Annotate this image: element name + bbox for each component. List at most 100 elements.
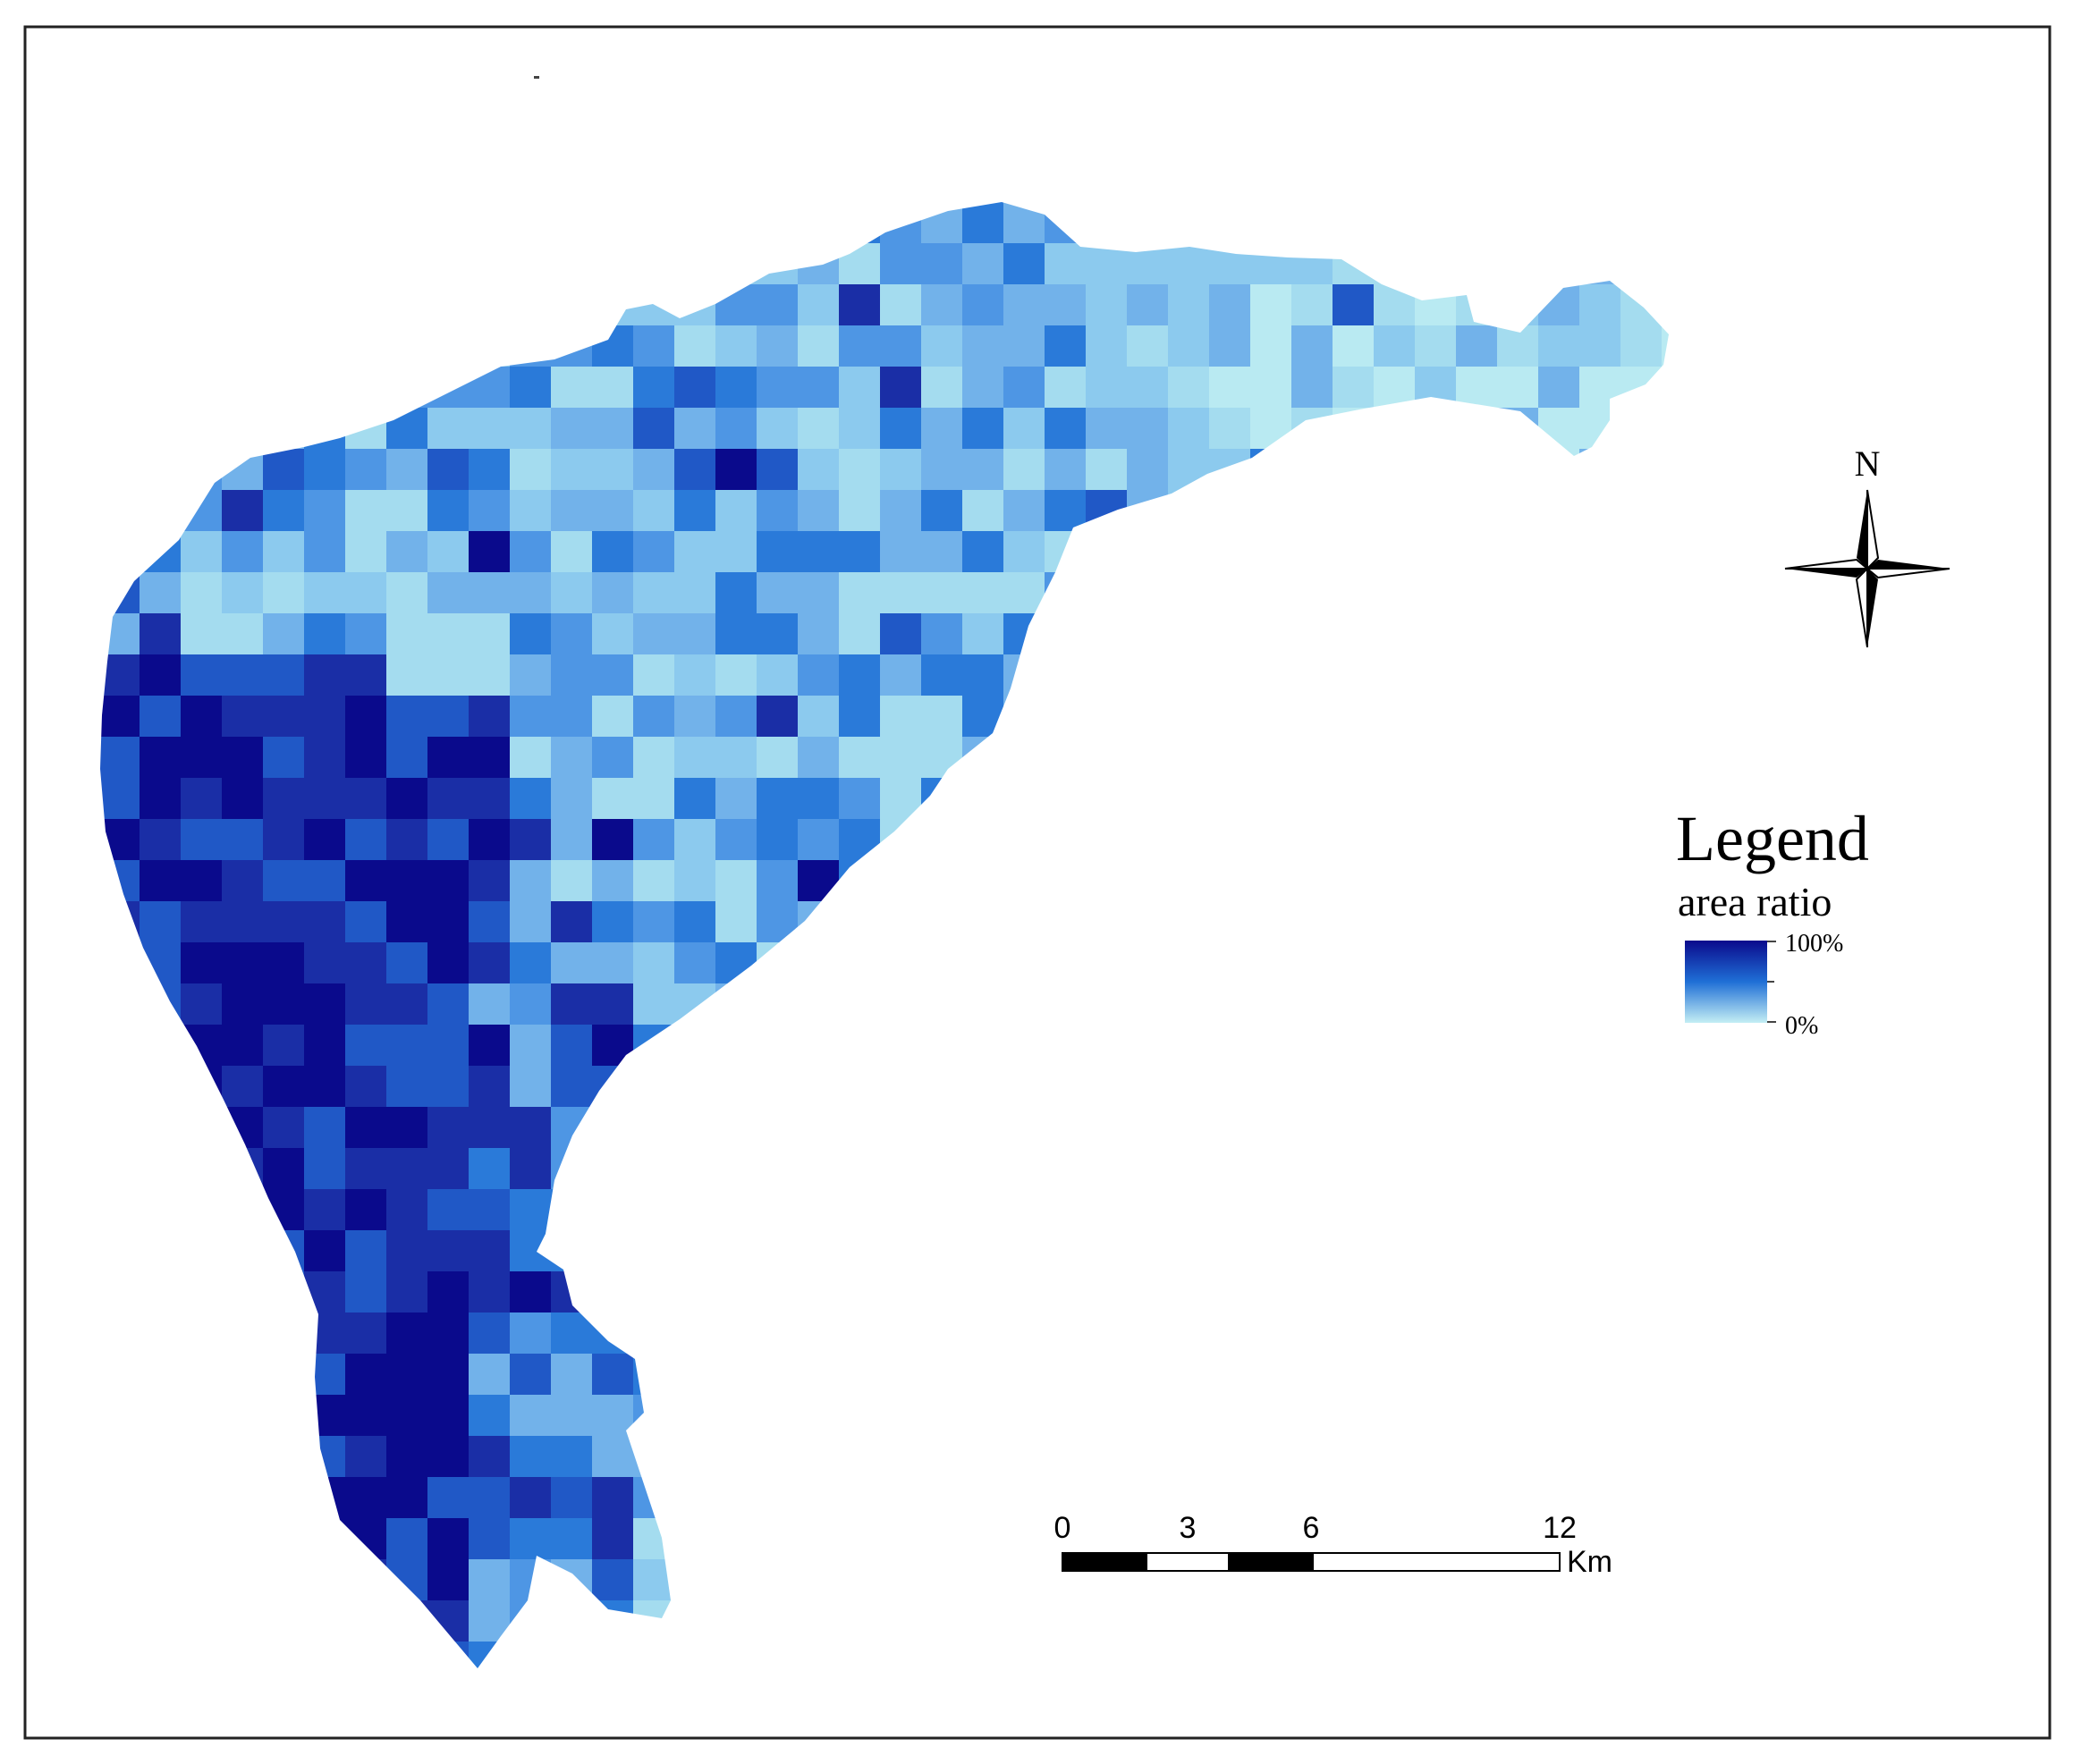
grid-cell — [1374, 613, 1415, 654]
grid-cell — [674, 1354, 715, 1395]
grid-cell — [1086, 901, 1127, 942]
grid-cell — [1415, 367, 1456, 408]
grid-cell — [715, 408, 757, 449]
grid-cell — [921, 1189, 962, 1230]
grid-cell — [1333, 860, 1374, 901]
grid-cell — [1127, 613, 1168, 654]
grid-cell — [1168, 1025, 1209, 1066]
grid-cell — [469, 1189, 510, 1230]
grid-cell — [633, 983, 674, 1025]
grid-cell — [1662, 1559, 1669, 1600]
grid-cell — [1415, 531, 1456, 572]
grid-cell — [427, 1271, 469, 1312]
grid-cell — [1291, 1600, 1333, 1642]
grid-cell — [1497, 1148, 1538, 1189]
grid-cell — [1415, 860, 1456, 901]
grid-cell — [1620, 1230, 1662, 1271]
grid-cell — [1127, 1148, 1168, 1189]
grid-cell — [181, 572, 222, 613]
grid-cell — [551, 284, 592, 325]
grid-cell — [1291, 1189, 1333, 1230]
grid-cell — [1662, 325, 1669, 367]
grid-cell — [469, 1559, 510, 1600]
grid-cell — [880, 531, 921, 572]
grid-cell — [222, 1477, 263, 1518]
grid-cell — [1497, 243, 1538, 284]
grid-cell — [1333, 819, 1374, 860]
grid-cell — [1497, 367, 1538, 408]
grid-cell — [1538, 449, 1579, 490]
grid-cell — [674, 613, 715, 654]
grid-cell — [100, 778, 140, 819]
grid-cell — [1662, 490, 1669, 531]
grid-cell — [304, 1107, 345, 1148]
grid-cell — [1127, 1312, 1168, 1354]
grid-cell — [1497, 1642, 1538, 1668]
grid-cell — [181, 613, 222, 654]
grid-cell — [633, 819, 674, 860]
grid-cell — [551, 1189, 592, 1230]
grid-cell — [1003, 1271, 1045, 1312]
grid-cell — [1209, 1600, 1250, 1642]
grid-cell — [551, 490, 592, 531]
grid-cell — [386, 901, 427, 942]
grid-cell — [222, 1395, 263, 1436]
grid-cell — [304, 1477, 345, 1518]
grid-cell — [263, 901, 304, 942]
grid-cell — [140, 367, 181, 408]
grid-cell — [1333, 942, 1374, 983]
grid-cell — [1291, 819, 1333, 860]
grid-cell — [757, 1312, 798, 1354]
grid-cell — [1538, 1600, 1579, 1642]
grid-cell — [633, 778, 674, 819]
grid-cell — [1333, 901, 1374, 942]
grid-cell — [510, 1600, 551, 1642]
grid-cell — [674, 942, 715, 983]
grid-cell — [1127, 819, 1168, 860]
grid-cell — [1497, 572, 1538, 613]
grid-cell — [1003, 1107, 1045, 1148]
grid-cell — [1579, 860, 1620, 901]
grid-cell — [1168, 325, 1209, 367]
grid-cell — [1415, 1600, 1456, 1642]
grid-cell — [1168, 490, 1209, 531]
grid-cell — [1168, 613, 1209, 654]
grid-cell — [1127, 490, 1168, 531]
grid-cell — [674, 1230, 715, 1271]
grid-cell — [633, 1559, 674, 1600]
grid-cell — [1250, 696, 1291, 737]
grid-cell — [839, 860, 880, 901]
grid-cell — [633, 284, 674, 325]
grid-cell — [551, 613, 592, 654]
grid-cell — [1456, 1107, 1497, 1148]
grid-cell — [1291, 243, 1333, 284]
grid-cell — [962, 983, 1003, 1025]
grid-cell — [592, 531, 633, 572]
grid-cell — [263, 408, 304, 449]
grid-cell — [1456, 1642, 1497, 1668]
grid-cell — [1127, 1271, 1168, 1312]
grid-cell — [551, 408, 592, 449]
grid-cell — [757, 1148, 798, 1189]
grid-cell — [222, 449, 263, 490]
grid-cell — [222, 1559, 263, 1600]
grid-cell — [1620, 1518, 1662, 1559]
grid-cell — [469, 572, 510, 613]
grid-cell — [427, 449, 469, 490]
grid-cell — [427, 654, 469, 696]
grid-cell — [1538, 778, 1579, 819]
grid-cell — [1127, 572, 1168, 613]
grid-cell — [715, 983, 757, 1025]
grid-cell — [1127, 983, 1168, 1025]
grid-cell — [140, 1148, 181, 1189]
grid-cell — [674, 1148, 715, 1189]
grid-cell — [633, 1230, 674, 1271]
grid-cell — [345, 1189, 386, 1230]
grid-cell — [1003, 1477, 1045, 1518]
grid-cell — [386, 1066, 427, 1107]
grid-cell — [1045, 1436, 1086, 1477]
grid-cell — [100, 901, 140, 942]
grid-cell — [962, 1148, 1003, 1189]
grid-cell — [1168, 696, 1209, 737]
grid-cell — [715, 572, 757, 613]
